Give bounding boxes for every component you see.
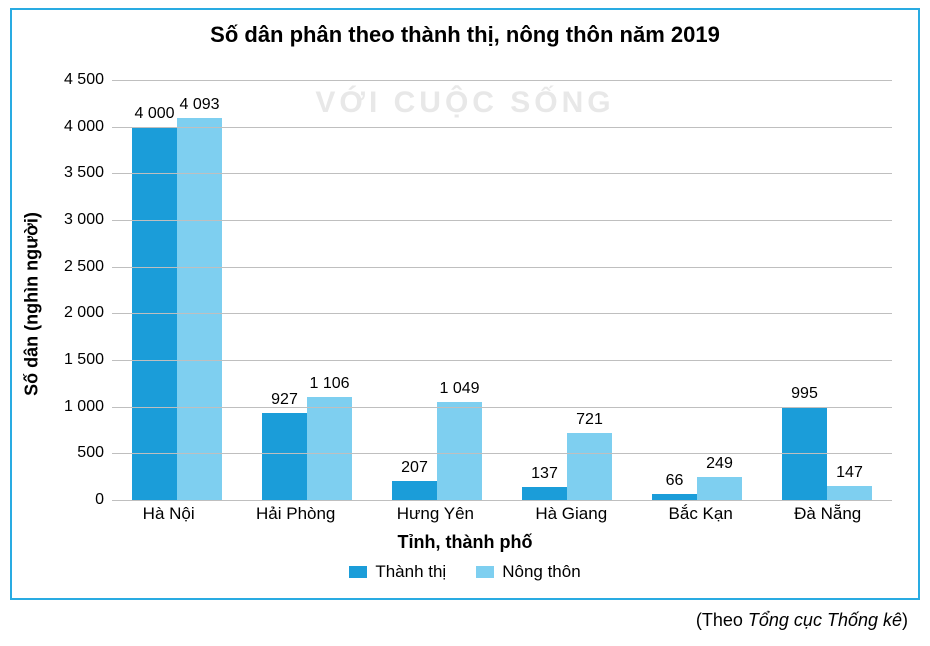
bar-value-label: 137 xyxy=(531,465,558,483)
bar-group: 9271 106 xyxy=(262,397,352,500)
x-axis-labels: Hà Nội Hải Phòng Hưng Yên Hà Giang Bắc Kạn Đà… xyxy=(112,504,892,524)
x-tick-label: Hưng Yên xyxy=(397,504,474,524)
bar-rural: 4 093 xyxy=(177,118,222,500)
legend-label: Nông thôn xyxy=(502,562,580,582)
bar-group: 66249 xyxy=(652,477,742,500)
bar-rural: 721 xyxy=(567,433,612,500)
bar-group: 4 0004 093 xyxy=(132,118,222,500)
gridline xyxy=(112,80,892,81)
x-tick-label: Đà Nẵng xyxy=(794,504,861,524)
y-tick-label: 0 xyxy=(34,491,104,509)
chart-title: Số dân phân theo thành thị, nông thôn nă… xyxy=(12,10,918,48)
bar-rural: 1 106 xyxy=(307,397,352,500)
bars-container: 4 0004 0939271 1062071 04913772166249995… xyxy=(112,80,892,500)
gridline xyxy=(112,360,892,361)
gridline xyxy=(112,313,892,314)
y-tick-label: 1 000 xyxy=(34,398,104,416)
bar-group: 137721 xyxy=(522,433,612,500)
bar-rural: 147 xyxy=(827,486,872,500)
bar-rural: 249 xyxy=(697,477,742,500)
bar-urban: 207 xyxy=(392,481,437,500)
y-tick-label: 1 500 xyxy=(34,351,104,369)
x-tick-label: Hà Giang xyxy=(535,504,607,524)
gridline xyxy=(112,407,892,408)
source-italic: Tổng cục Thống kê xyxy=(748,610,902,630)
legend-swatch xyxy=(476,566,494,578)
source-prefix: (Theo xyxy=(696,610,748,630)
plot-area: 4 0004 0939271 1062071 04913772166249995… xyxy=(112,80,892,500)
bar-value-label: 721 xyxy=(576,411,603,429)
y-tick-label: 3 500 xyxy=(34,164,104,182)
bar-value-label: 1 049 xyxy=(439,380,479,398)
y-tick-label: 500 xyxy=(34,444,104,462)
bar-urban: 927 xyxy=(262,413,307,500)
y-tick-label: 3 000 xyxy=(34,211,104,229)
x-tick-label: Hà Nội xyxy=(143,504,195,524)
legend-label: Thành thị xyxy=(375,562,446,582)
gridline xyxy=(112,173,892,174)
bar-value-label: 4 093 xyxy=(179,96,219,114)
x-tick-label: Bắc Kạn xyxy=(669,504,733,524)
chart-frame: Số dân phân theo thành thị, nông thôn nă… xyxy=(10,8,920,600)
bar-value-label: 147 xyxy=(836,464,863,482)
bar-value-label: 249 xyxy=(706,455,733,473)
bar-value-label: 4 000 xyxy=(134,105,174,123)
gridline xyxy=(112,453,892,454)
gridline xyxy=(112,267,892,268)
gridline xyxy=(112,127,892,128)
bar-value-label: 1 106 xyxy=(309,375,349,393)
legend-swatch xyxy=(349,566,367,578)
y-tick-label: 4 500 xyxy=(34,71,104,89)
gridline xyxy=(112,500,892,501)
legend-item: Nông thôn xyxy=(476,562,580,582)
y-tick-label: 2 500 xyxy=(34,258,104,276)
legend-item: Thành thị xyxy=(349,562,446,582)
x-tick-label: Hải Phòng xyxy=(256,504,335,524)
x-axis-title: Tỉnh, thành phố xyxy=(12,532,918,553)
y-tick-label: 2 000 xyxy=(34,304,104,322)
bar-value-label: 207 xyxy=(401,459,428,477)
source-suffix: ) xyxy=(902,610,908,630)
bar-value-label: 66 xyxy=(666,472,684,490)
legend: Thành thị Nông thôn xyxy=(12,562,918,582)
y-tick-label: 4 000 xyxy=(34,118,104,136)
gridline xyxy=(112,220,892,221)
bar-rural: 1 049 xyxy=(437,402,482,500)
bar-urban: 137 xyxy=(522,487,567,500)
bar-group: 2071 049 xyxy=(392,402,482,500)
bar-value-label: 995 xyxy=(791,385,818,403)
source-note: (Theo Tổng cục Thống kê) xyxy=(696,610,908,631)
